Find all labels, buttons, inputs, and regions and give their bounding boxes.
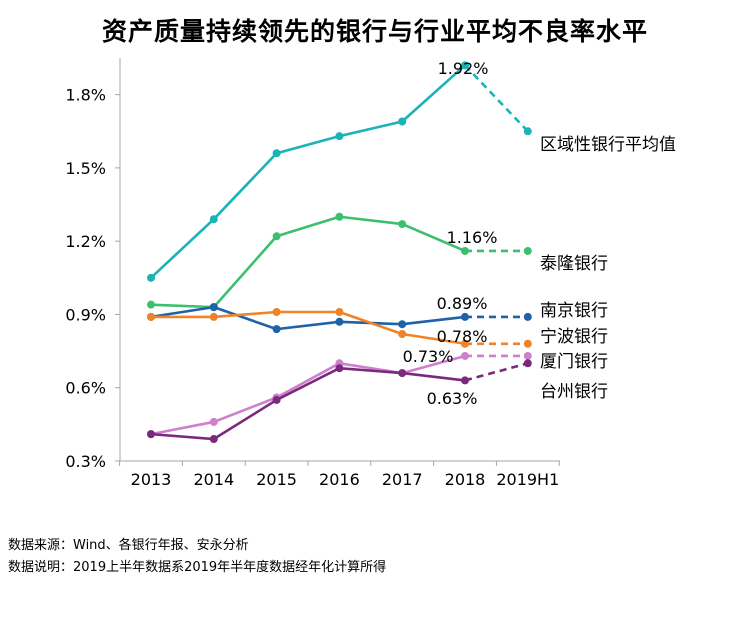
data-point (147, 312, 155, 321)
x-tick-label: 2016 (319, 470, 360, 489)
y-tick-label: 1.2% (65, 232, 106, 251)
data-point (461, 351, 469, 360)
y-tick-label: 0.6% (65, 379, 106, 398)
series-line (150, 215, 466, 309)
legend-label: 泰隆银行 (540, 254, 608, 274)
data-point (209, 435, 218, 444)
chart-notes: 数据来源：Wind、各银行年报、安永分析 数据说明：2019上半年数据系2019… (8, 535, 386, 579)
data-point (147, 300, 155, 309)
data-point (209, 417, 218, 426)
data-point (272, 325, 281, 334)
data-point (335, 212, 344, 221)
data-point (523, 359, 532, 368)
series-projection-line (464, 64, 529, 133)
x-tick-label: 2018 (445, 470, 486, 489)
data-point (272, 395, 281, 404)
data-source-note: 数据来源：Wind、各银行年报、安永分析 (8, 538, 249, 553)
legend-label: 区域性银行平均值 (540, 135, 676, 155)
data-point (461, 312, 469, 321)
series-0 (147, 61, 532, 282)
chart-title: 资产质量持续领先的银行与行业平均不良率水平 (101, 17, 648, 46)
data-point (398, 320, 407, 329)
data-annotation: 1.92% (438, 59, 489, 78)
x-tick-label: 2013 (131, 470, 172, 489)
y-tick-label: 1.5% (65, 159, 106, 178)
data-point (147, 273, 155, 282)
legend-label: 宁波银行 (540, 327, 608, 347)
series-3 (147, 308, 532, 348)
data-point (272, 308, 281, 317)
series-5 (147, 359, 532, 444)
series-line (150, 366, 466, 441)
data-point (523, 246, 532, 255)
data-point (335, 132, 344, 141)
data-point (398, 117, 407, 126)
data-point (335, 364, 344, 373)
x-tick-label: 2015 (256, 470, 297, 489)
series-line (150, 354, 466, 436)
data-point (523, 312, 532, 321)
data-point (461, 61, 469, 70)
series-line (150, 305, 466, 331)
data-point (461, 246, 469, 255)
data-point (209, 303, 218, 312)
line-chart: 0.3% 0.6% 0.9% 1.2% 1.5% 1.8% 2013 2014 2015 2016… (65, 58, 676, 489)
data-point (398, 329, 407, 338)
data-point (335, 317, 344, 326)
data-point (335, 308, 344, 317)
y-tick-label: 0.9% (65, 305, 106, 324)
data-annotation: 0.73% (403, 347, 454, 366)
series-line (150, 64, 466, 279)
data-point (523, 127, 532, 136)
data-annotation: 1.16% (447, 228, 498, 247)
series-line (151, 310, 466, 346)
legend-label: 南京银行 (540, 301, 608, 321)
data-point (272, 149, 281, 158)
legend-label: 厦门银行 (540, 352, 608, 372)
x-tick-label: 2017 (382, 470, 423, 489)
data-point (523, 339, 532, 348)
legend-label: 台州银行 (540, 382, 608, 402)
data-point (523, 351, 532, 360)
data-annotation: 0.63% (427, 389, 478, 408)
data-point (398, 369, 407, 378)
series-2 (147, 303, 532, 334)
data-point (209, 312, 218, 321)
data-point (209, 215, 218, 224)
data-point (272, 232, 281, 241)
y-tick-label: 0.3% (65, 452, 106, 471)
data-explanation-note: 数据说明：2019上半年数据系2019年半年度数据经年化计算所得 (8, 560, 387, 575)
y-tick-label: 1.8% (65, 86, 106, 105)
chart-series (147, 61, 532, 444)
data-point (398, 220, 407, 229)
data-annotation: 0.78% (437, 327, 488, 346)
chart-axes: 0.3% 0.6% 0.9% 1.2% 1.5% 1.8% 2013 2014 2015 2016… (65, 58, 560, 489)
data-point (147, 430, 155, 439)
series-projection-line (464, 362, 529, 382)
x-tick-label: 2019H1 (496, 470, 559, 489)
data-point (461, 376, 469, 385)
x-tick-label: 2014 (193, 470, 234, 489)
data-annotation: 0.89% (437, 294, 488, 313)
data-point (461, 339, 469, 348)
